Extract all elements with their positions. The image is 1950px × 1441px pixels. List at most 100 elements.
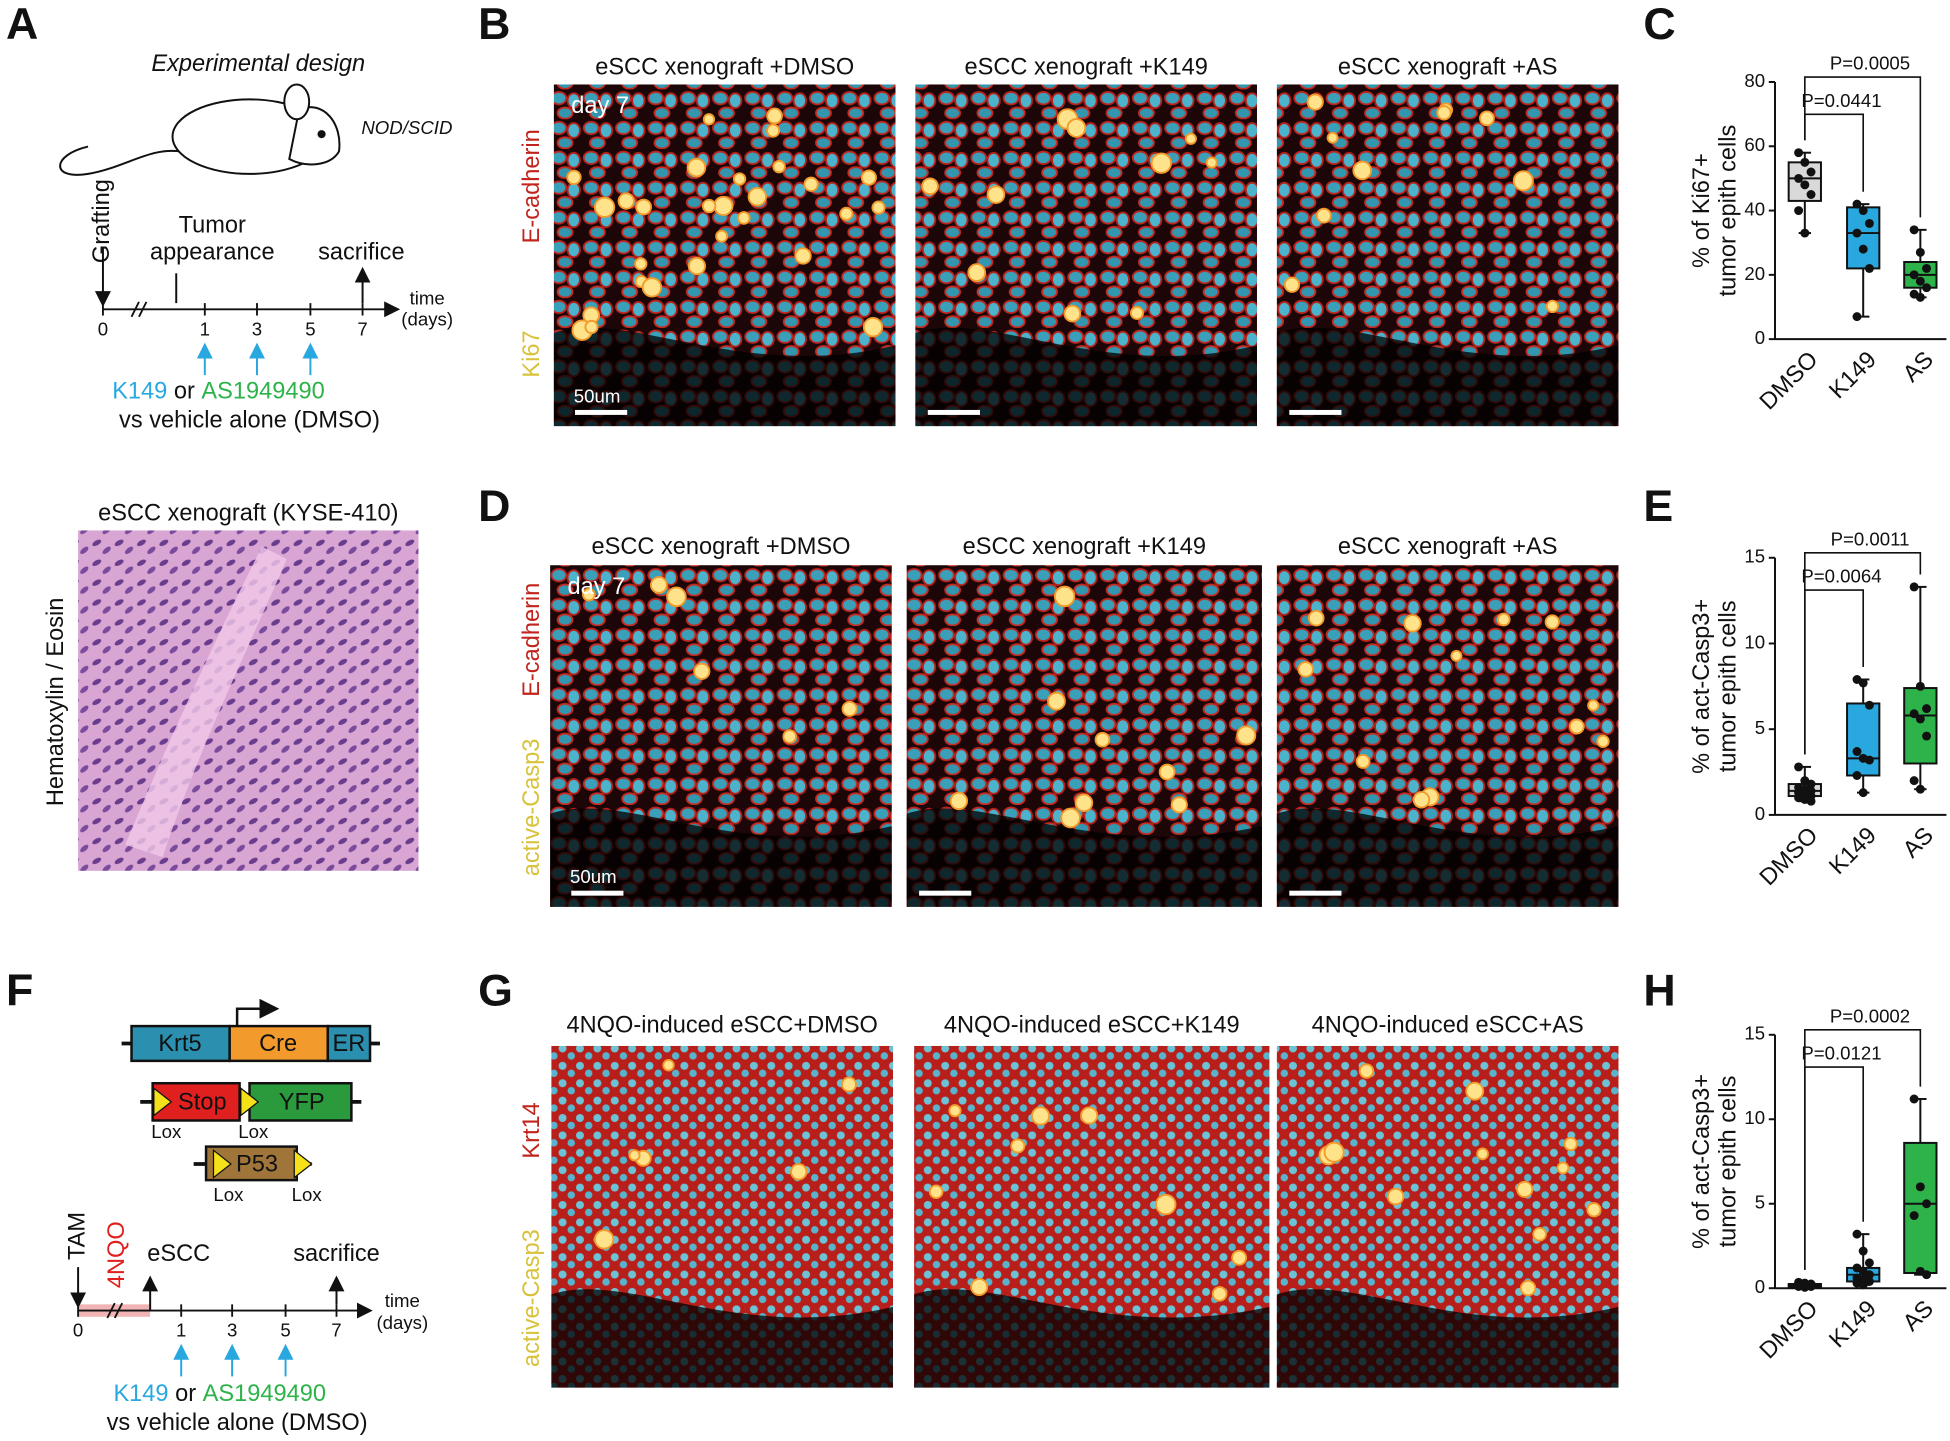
positive-cell xyxy=(1519,1279,1537,1297)
scale-bar xyxy=(571,890,624,896)
positive-cell xyxy=(1352,160,1373,181)
scale-bar xyxy=(919,890,972,896)
lox: Lox xyxy=(151,1121,182,1142)
data-point xyxy=(1858,1246,1868,1256)
positive-cell xyxy=(1170,796,1188,814)
event: Grafting xyxy=(89,179,115,263)
y-tick-label: 0 xyxy=(1755,803,1765,824)
positive-cell xyxy=(841,1076,857,1093)
data-point xyxy=(1806,779,1816,789)
lox: Lox xyxy=(238,1121,269,1142)
gene: Krt5 xyxy=(158,1031,201,1057)
positive-cell xyxy=(593,196,616,218)
positive-cell xyxy=(1094,731,1111,748)
image-title: 4NQO-induced eSCC+K149 xyxy=(944,1012,1240,1038)
positive-cell xyxy=(584,319,599,335)
timepoint: day 7 xyxy=(568,574,626,600)
dark-region xyxy=(550,808,892,907)
data-point xyxy=(1915,714,1925,724)
y-tick-label: 10 xyxy=(1744,1107,1765,1128)
positive-cell xyxy=(1047,691,1066,711)
positive-cell xyxy=(1544,614,1560,630)
gene: Stop xyxy=(178,1089,227,1115)
data-point xyxy=(1806,190,1816,199)
positive-cell xyxy=(1568,718,1585,735)
data-point xyxy=(1864,755,1874,765)
lox-site xyxy=(212,1149,313,1179)
positive-cell xyxy=(701,198,717,214)
positive-cell xyxy=(1476,1147,1489,1161)
positive-cell xyxy=(1315,207,1332,224)
y-tick-label: 20 xyxy=(1744,263,1765,284)
p-value: P=0.0011 xyxy=(1831,528,1910,549)
positive-cell xyxy=(1563,1136,1578,1152)
event: sacrifice xyxy=(293,1241,380,1267)
positive-cell xyxy=(970,1278,989,1297)
gene-box xyxy=(326,1024,372,1063)
positive-cell xyxy=(1080,1106,1099,1125)
positive-cell xyxy=(715,229,729,243)
data-point xyxy=(1909,1094,1919,1104)
x-tick-label: AS xyxy=(1898,823,1939,864)
he-stroma xyxy=(125,546,287,858)
y-tick-label: 15 xyxy=(1744,546,1765,567)
gene-box xyxy=(228,1024,330,1063)
positive-cell xyxy=(702,113,716,126)
stain-label: Hematoxylin / Eosin xyxy=(43,598,69,807)
positive-cell xyxy=(1465,1081,1485,1101)
positive-cell xyxy=(766,107,783,125)
panel-label: H xyxy=(1643,967,1675,1016)
dark-region xyxy=(915,327,1257,427)
dark-region xyxy=(906,808,1262,907)
data-point xyxy=(1909,582,1919,592)
positive-cell xyxy=(1010,1138,1026,1154)
image-title: eSCC xenograft +AS xyxy=(1338,534,1558,560)
positive-cell xyxy=(841,700,858,717)
x-tick-label: K149 xyxy=(1824,1296,1881,1353)
scale-bar xyxy=(574,409,628,415)
dark-region xyxy=(1276,1289,1619,1388)
data-point xyxy=(1922,1199,1932,1209)
day-label: 0 xyxy=(73,1320,83,1341)
day-label: 5 xyxy=(280,1320,290,1341)
positive-cell xyxy=(1205,156,1218,169)
positive-cell xyxy=(1184,132,1197,145)
data-point xyxy=(1858,244,1868,254)
day-label: 3 xyxy=(227,1320,237,1341)
data-point xyxy=(1858,788,1868,798)
data-point xyxy=(1915,784,1925,794)
panel-label: E xyxy=(1643,482,1673,531)
x-tick-label: K149 xyxy=(1824,823,1881,880)
significance-bracket xyxy=(1804,551,1922,755)
data-point xyxy=(1864,1258,1874,1268)
box xyxy=(1903,1141,1938,1274)
gene: P53 xyxy=(236,1151,278,1177)
panel-label: G xyxy=(478,967,513,1016)
y-axis-label: % of act-Casp3+ xyxy=(1689,599,1715,774)
data-point xyxy=(1852,228,1862,238)
drug: AS1949490 xyxy=(203,1381,326,1407)
data-point xyxy=(1909,709,1919,719)
data-point xyxy=(1909,225,1919,235)
positive-cell xyxy=(713,195,734,216)
positive-cell xyxy=(772,159,786,174)
positive-cell xyxy=(967,263,987,282)
positive-cell xyxy=(1307,609,1325,627)
treatment: K149 or AS1949490 xyxy=(112,379,325,405)
positive-cell xyxy=(582,587,596,602)
y-tick-label: 0 xyxy=(1755,327,1765,348)
positive-cell xyxy=(1236,725,1257,746)
data-point xyxy=(1922,704,1932,714)
y-axis-label: tumor epith cells xyxy=(1715,1076,1741,1248)
positive-cell xyxy=(1403,614,1422,633)
data-point xyxy=(1852,1229,1862,1239)
dark-region xyxy=(553,327,896,427)
positive-cell xyxy=(617,192,635,210)
data-point xyxy=(1864,263,1874,273)
data-point xyxy=(1922,1270,1932,1280)
gene: Cre xyxy=(259,1031,297,1057)
image-title: eSCC xenograft +DMSO xyxy=(595,55,854,81)
image-title: eSCC xenograft +DMSO xyxy=(591,534,850,560)
positive-cell xyxy=(871,200,886,215)
positive-cell xyxy=(1436,105,1452,121)
